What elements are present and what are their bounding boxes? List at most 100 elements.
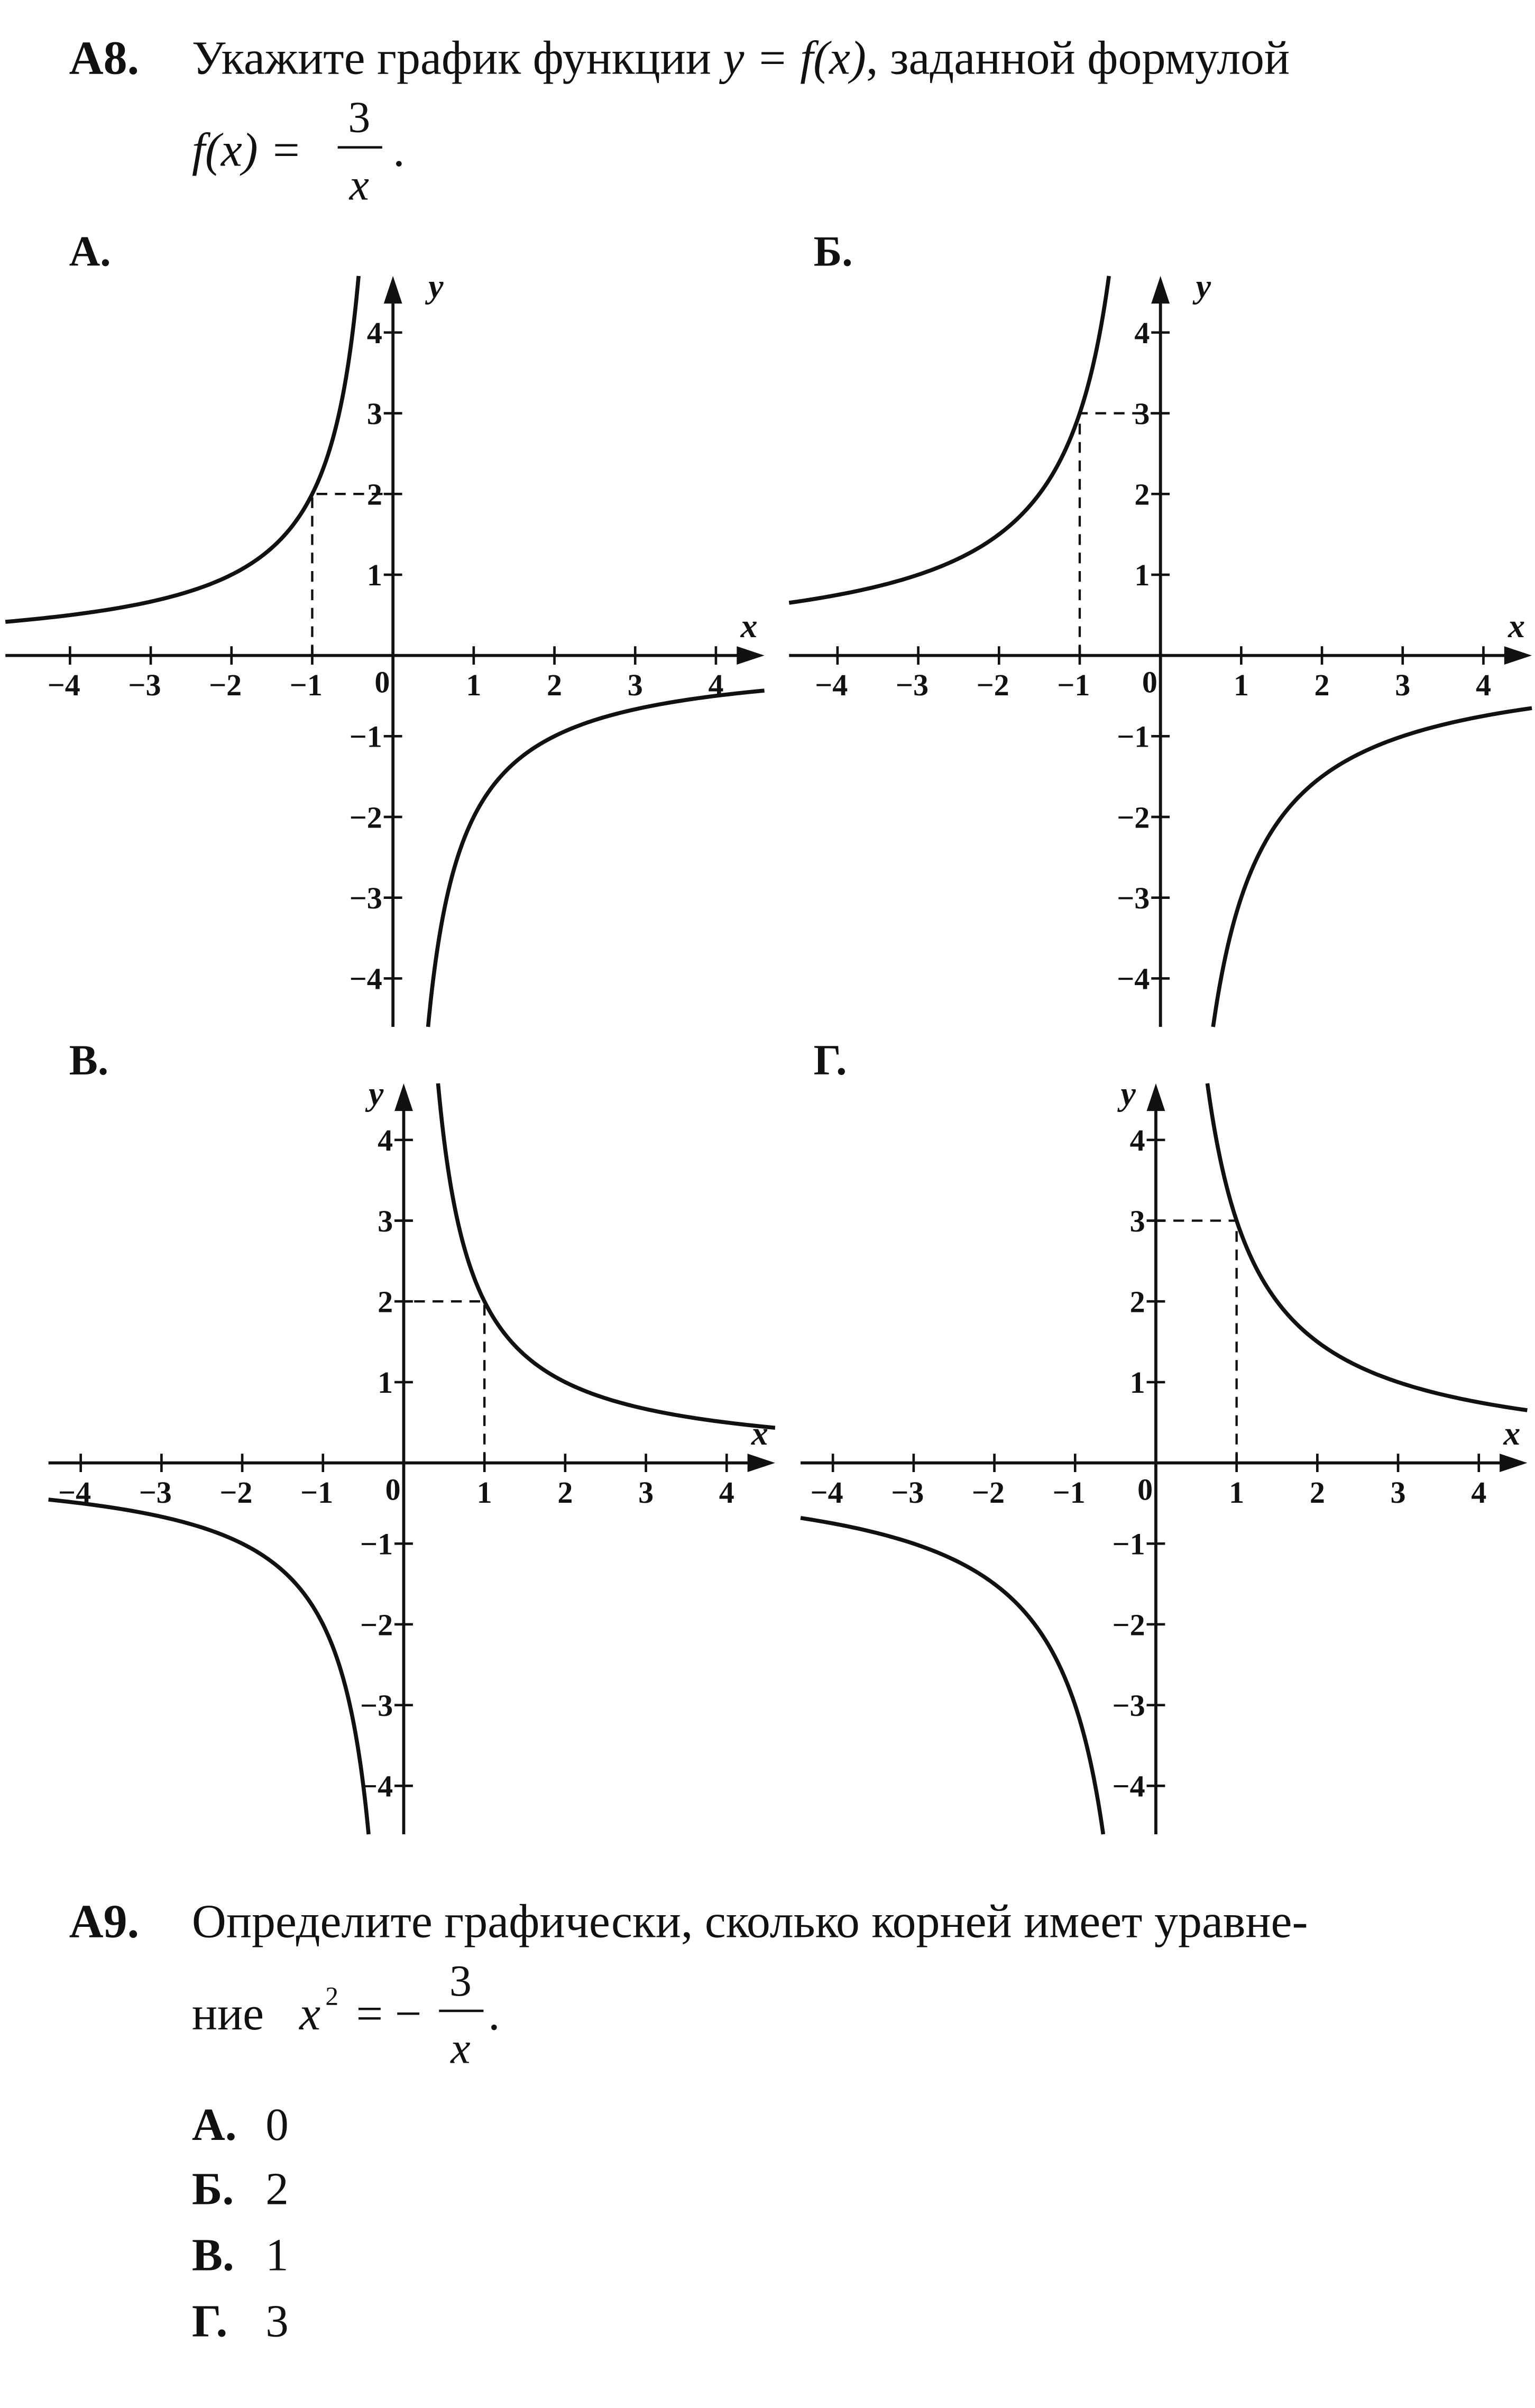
x-arrow	[1504, 646, 1532, 665]
y-axis-label: y	[1192, 268, 1211, 305]
text-part: , заданной формулой	[866, 32, 1290, 84]
y-tick-label: 1	[378, 1365, 393, 1400]
x-tick-label: −1	[290, 668, 323, 702]
graph-label: А.	[69, 227, 111, 275]
graph-label: В.	[69, 1036, 109, 1084]
x-tick-label: −2	[209, 668, 242, 702]
y-tick-label: 3	[1130, 1204, 1145, 1238]
x-tick-label: −3	[139, 1475, 172, 1510]
problem-number: A8.	[69, 32, 139, 84]
x-tick-label: −1	[300, 1475, 333, 1510]
problem-number: A9.	[69, 1896, 139, 1948]
x-tick-label: −2	[219, 1475, 252, 1510]
y-tick-label: 4	[378, 1123, 393, 1157]
origin-label: 0	[1142, 665, 1157, 699]
dashed-guide	[403, 1300, 486, 1463]
x-tick-label: 3	[1391, 1475, 1406, 1510]
problem-text: Укажите график функции y = f(x), заданно…	[192, 32, 1290, 84]
y-tick-label: −3	[350, 881, 382, 915]
x-tick-label: −3	[896, 668, 929, 702]
y-tick-label: 4	[367, 316, 382, 350]
x-tick-label: 4	[1476, 668, 1491, 702]
formula-denominator: x	[348, 160, 369, 209]
y-tick-label: −1	[1113, 1527, 1145, 1561]
x-tick-label: −4	[815, 668, 848, 702]
y-tick-label: 1	[1130, 1365, 1145, 1400]
graph-label: Б.	[814, 227, 853, 275]
formula-eq: = −	[356, 1988, 421, 2040]
option-value: 2	[265, 2163, 289, 2214]
x-arrow	[747, 1454, 775, 1473]
y-tick-label: −1	[360, 1527, 393, 1561]
y-tick-label: 2	[1130, 1285, 1145, 1319]
x-axis-label: x	[751, 1414, 768, 1452]
x-axis-label: x	[740, 607, 758, 645]
x-tick-label: 3	[638, 1475, 654, 1510]
x-tick-label: 2	[547, 668, 562, 702]
x-tick-label: −1	[1053, 1475, 1086, 1510]
y-tick-label: 4	[1134, 316, 1150, 350]
option-label: В.	[192, 2229, 234, 2281]
formula-denominator: x	[449, 2024, 470, 2073]
y-tick-label: −3	[360, 1688, 393, 1723]
formula-lhs: x	[298, 1988, 320, 2040]
option-value: 0	[265, 2099, 289, 2150]
x-tick-label: 1	[466, 668, 481, 702]
formula-numerator: 3	[348, 93, 370, 142]
origin-label: 0	[1137, 1472, 1153, 1506]
function-curve	[48, 1497, 371, 1835]
y-arrow	[394, 1083, 413, 1111]
x-axis-label: x	[1508, 607, 1525, 645]
option-value: 3	[265, 2295, 289, 2346]
text-part: Укажите график функции	[192, 32, 723, 84]
x-tick-label: 4	[719, 1475, 734, 1510]
x-arrow	[737, 646, 765, 665]
function-curve	[426, 688, 765, 1027]
x-tick-label: 3	[1395, 668, 1410, 702]
y-axis-label: y	[365, 1075, 384, 1113]
option-label: А.	[192, 2099, 237, 2150]
x-tick-label: 1	[477, 1475, 492, 1510]
problem-text: Определите графически, сколько корней им…	[192, 1896, 1308, 1948]
text-part: y = f(x)	[719, 32, 866, 84]
x-tick-label: 2	[1315, 668, 1330, 702]
dashed-guide	[1078, 412, 1161, 656]
origin-label: 0	[374, 665, 390, 699]
y-tick-label: 2	[378, 1285, 393, 1319]
formula-numerator: 3	[449, 1956, 472, 2006]
y-tick-label: 2	[1134, 477, 1150, 512]
y-tick-label: −2	[360, 1607, 393, 1642]
x-tick-label: −3	[891, 1475, 924, 1510]
option-label: Г.	[192, 2295, 227, 2346]
y-tick-label: −1	[350, 720, 382, 754]
x-tick-label: 3	[628, 668, 643, 702]
y-tick-label: −3	[1117, 881, 1150, 915]
y-tick-label: −2	[1117, 800, 1150, 834]
y-tick-label: 1	[367, 558, 382, 592]
y-tick-label: −2	[1113, 1607, 1145, 1642]
function-curve	[5, 275, 361, 624]
x-tick-label: 4	[1471, 1475, 1486, 1510]
problem-text: ние	[192, 1988, 264, 2040]
y-tick-label: −3	[1113, 1688, 1145, 1723]
y-tick-label: 3	[367, 397, 382, 431]
y-tick-label: −4	[1117, 962, 1150, 996]
function-curve	[1205, 1083, 1528, 1412]
x-tick-label: 2	[1310, 1475, 1325, 1510]
y-tick-label: −4	[350, 962, 382, 996]
dashed-guide	[1155, 1219, 1238, 1463]
y-tick-label: −4	[1113, 1769, 1145, 1804]
x-tick-label: −2	[972, 1475, 1005, 1510]
y-tick-label: 1	[1134, 558, 1150, 592]
x-tick-label: −2	[977, 668, 1009, 702]
function-curve	[788, 275, 1111, 605]
y-axis-label: y	[1117, 1075, 1136, 1113]
x-tick-label: −4	[811, 1475, 843, 1510]
x-tick-label: 2	[557, 1475, 573, 1510]
formula-tail: .	[393, 124, 405, 177]
y-tick-label: −1	[1117, 720, 1150, 754]
x-axis-label: x	[1503, 1414, 1520, 1452]
y-axis-label: y	[425, 268, 444, 305]
formula-exp: 2	[325, 1981, 338, 2010]
x-arrow	[1500, 1454, 1528, 1473]
